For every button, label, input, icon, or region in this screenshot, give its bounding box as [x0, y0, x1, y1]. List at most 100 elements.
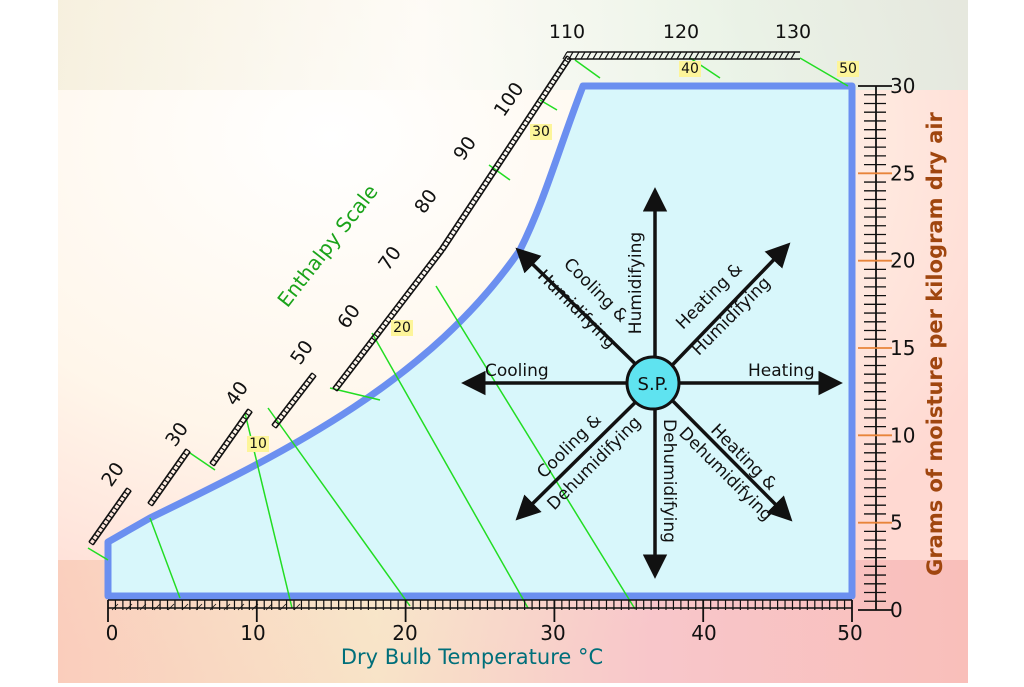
enthalpy-line — [371, 332, 529, 609]
ladder-rung — [406, 290, 412, 295]
ladder-rung — [212, 458, 218, 463]
enthalpy-outer-label: 120 — [663, 21, 699, 43]
enthalpy-line — [87, 547, 109, 561]
enthalpy-inner-label-box — [247, 436, 269, 452]
origin-hatch-mark — [111, 603, 119, 611]
ladder-rung — [561, 63, 567, 67]
ladder-rung — [285, 405, 291, 410]
enthalpy-outer-label: 110 — [549, 21, 585, 43]
ladder-rung — [559, 66, 565, 71]
cooling-label: Cooling — [485, 361, 549, 381]
enthalpy-outer-label: 130 — [775, 21, 811, 43]
ladder-rail — [336, 250, 445, 392]
ladder-rung — [417, 276, 423, 281]
origin-hatch-mark — [251, 603, 259, 611]
top-ladder-rung — [700, 51, 706, 60]
ladder-rung — [234, 427, 239, 432]
top-ladder-rung — [616, 51, 622, 60]
ladder-rung — [118, 499, 124, 503]
enthalpy-inner-labels: 10 20 30 40 50 — [247, 61, 859, 452]
ladder-rung — [115, 502, 121, 507]
cooling-humidifying-arrow — [515, 247, 657, 385]
ladder-rung — [474, 194, 480, 199]
ladder-rung — [529, 111, 535, 116]
ladder-rung — [88, 541, 94, 546]
ladder-rung — [464, 209, 470, 214]
top-ladder-rung — [790, 51, 796, 60]
enthalpy-inner-label-box — [679, 61, 701, 77]
ladder-rung — [494, 164, 500, 169]
ladder-rung — [360, 351, 365, 356]
enthalpy-inner-label: 20 — [393, 320, 411, 336]
top-ladder-rung — [784, 51, 790, 60]
chart-region — [104, 82, 856, 600]
ladder-rung — [225, 439, 231, 444]
ladder-rung — [412, 283, 417, 288]
top-ladder-rung — [610, 51, 616, 60]
ladder-rung — [551, 78, 557, 82]
x-axis-tick-label: 40 — [691, 621, 716, 645]
ladder-rung — [332, 387, 338, 392]
ladder-rung — [447, 236, 452, 240]
ladder-rung — [297, 391, 303, 396]
top-ladder-rung — [712, 51, 718, 60]
ladder-rung — [398, 301, 404, 306]
ladder-rung — [496, 160, 502, 165]
ladder-rung — [541, 93, 547, 97]
ladder-rung — [439, 247, 445, 252]
top-ladder-rung — [772, 51, 778, 60]
ladder-rung — [504, 149, 510, 154]
ladder-rung — [305, 379, 311, 384]
y-axis-tick-label: 15 — [890, 336, 915, 360]
ladder-rung — [436, 251, 442, 256]
origin-hatch-mark — [209, 603, 217, 611]
top-ladder-rung — [628, 51, 634, 60]
origin-hatch-mark — [279, 603, 287, 611]
ladder-rung — [354, 358, 360, 363]
enthalpy-ladder — [88, 55, 572, 546]
ladder-rung — [428, 261, 434, 266]
enthalpy-line — [149, 517, 181, 599]
x-axis-tick-label: 20 — [392, 621, 417, 645]
ladder-rung — [539, 96, 545, 101]
ladder-rung — [236, 423, 242, 428]
ladder-rung — [368, 340, 374, 345]
y-axis-tick-labels: 0 5 10 15 20 25 30 — [890, 74, 915, 622]
enthalpy-inner-label: 30 — [532, 124, 550, 140]
ladder-rung — [155, 490, 161, 495]
y-axis-tick-label: 25 — [890, 161, 915, 185]
ladder-rung — [283, 409, 288, 414]
top-ladder-rung — [748, 51, 754, 60]
enthalpy-line — [799, 57, 849, 87]
ladder-rung — [472, 198, 477, 203]
top-ladder-rung — [634, 51, 640, 60]
enthalpy-top-ladder — [562, 51, 800, 60]
top-ladder-rung — [766, 51, 772, 60]
ladder-rung — [147, 502, 153, 507]
top-ladder-rung — [682, 51, 688, 60]
ladder-rung — [444, 239, 450, 244]
ladder-rung — [401, 297, 406, 302]
x-axis-title: Dry Bulb Temperature °C — [341, 645, 603, 669]
ladder-rung — [564, 59, 570, 64]
ladder-rung — [338, 380, 343, 385]
ladder-rung — [442, 243, 447, 248]
ladder-rung — [174, 463, 180, 468]
ladder-rung — [121, 495, 127, 500]
process-arrows — [461, 187, 843, 579]
ladder-rung — [544, 89, 550, 94]
ladder-rung — [158, 487, 164, 491]
ladder-rung — [414, 279, 420, 284]
enthalpy-inner-label-box — [530, 124, 552, 140]
ladder-rung — [457, 221, 462, 225]
heating-humidifying-arrow — [653, 242, 791, 385]
ladder-rung — [209, 462, 215, 467]
origin-hatch-mark — [223, 603, 231, 611]
origin-hatch-mark — [125, 603, 133, 611]
ladder-rung — [521, 123, 527, 128]
ladder-rung — [357, 355, 363, 360]
origin-hatch-mark — [293, 603, 301, 611]
x-axis-ruler — [107, 599, 853, 622]
top-ladder-rung — [580, 51, 586, 60]
top-ladder-rung — [736, 51, 742, 60]
